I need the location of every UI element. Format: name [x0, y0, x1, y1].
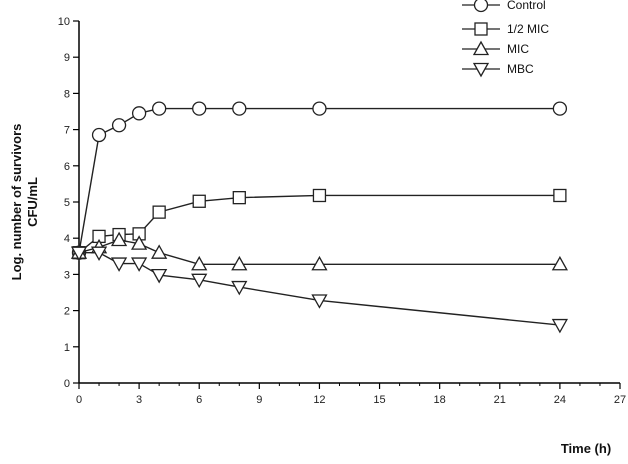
y-tick-label: 3: [64, 269, 70, 281]
data-point: [311, 294, 328, 309]
series-line: [78, 194, 560, 254]
x-tick-label: 24: [554, 394, 566, 406]
y-tick-label: 1: [64, 342, 70, 354]
data-point: [231, 280, 248, 296]
data-point: [152, 205, 166, 219]
data-point: [131, 257, 148, 272]
data-point: [151, 244, 168, 259]
x-tick-label: 3: [136, 394, 142, 406]
x-tick-label: 0: [76, 394, 82, 406]
data-point: [552, 101, 568, 116]
data-point: [551, 255, 568, 271]
y-axis-label-line-1: Log. number of survivors: [9, 124, 24, 281]
data-point: [191, 255, 208, 271]
data-point: [192, 194, 206, 208]
data-point: [151, 101, 167, 116]
legend: Control 1/2 MIC MIC MBC: [462, 0, 549, 78]
y-tick-label: 0: [64, 378, 70, 390]
x-axis-label: Time (h): [561, 441, 611, 456]
y-tick-label: 10: [58, 16, 70, 28]
data-point: [231, 255, 248, 271]
data-point: [131, 106, 147, 121]
legend-label: MIC: [507, 42, 529, 56]
legend-item: 1/2 MIC: [462, 22, 549, 36]
legend-marker: [472, 40, 490, 56]
data-point: [232, 101, 247, 116]
y-tick-label: 6: [64, 161, 70, 173]
legend-marker: [472, 62, 490, 78]
series-layer: [70, 101, 568, 334]
data-point: [70, 246, 88, 262]
data-point: [91, 127, 107, 143]
x-tick-label: 15: [373, 394, 385, 406]
data-point: [110, 257, 128, 272]
data-point: [553, 188, 567, 203]
x-tick-label: 21: [494, 394, 506, 406]
x-tick-label: 9: [256, 394, 262, 406]
data-point: [111, 118, 127, 133]
data-point: [232, 191, 246, 205]
data-point: [90, 246, 108, 262]
y-tick-label: 4: [64, 233, 70, 245]
y-axis-label-line-2: CFU/mL: [25, 177, 40, 227]
axis-labels: Log. number of survivors CFU/mL Time (h): [9, 124, 611, 456]
legend-marker: [474, 22, 488, 36]
x-tick-label: 6: [196, 394, 202, 406]
legend-item: MBC: [462, 62, 534, 78]
y-tick-label: 2: [64, 306, 70, 318]
data-point: [312, 101, 327, 116]
legend-label: MBC: [507, 62, 534, 76]
series-3: [70, 246, 568, 334]
series-1: [72, 188, 567, 260]
y-tick-label: 8: [64, 88, 70, 100]
series-2: [70, 231, 568, 271]
data-point: [192, 101, 207, 116]
legend-item: Control: [462, 0, 546, 13]
x-tick-label: 27: [614, 394, 626, 406]
data-point: [110, 231, 128, 247]
data-point: [151, 268, 168, 284]
data-point: [312, 188, 327, 203]
legend-label: 1/2 MIC: [507, 22, 549, 36]
legend-label: Control: [507, 0, 546, 12]
legend-item: MIC: [462, 40, 529, 56]
y-tick-label: 5: [64, 197, 70, 209]
legend-marker: [473, 0, 489, 13]
y-tick-label: 7: [64, 125, 70, 137]
data-point: [191, 273, 208, 289]
x-tick-label: 18: [434, 394, 446, 406]
data-point: [131, 235, 148, 250]
y-tick-label: 9: [64, 52, 70, 64]
data-point: [551, 318, 568, 334]
series-0: [71, 101, 568, 260]
data-point: [311, 255, 328, 271]
x-tick-label: 12: [313, 394, 325, 406]
series-line: [78, 107, 560, 253]
